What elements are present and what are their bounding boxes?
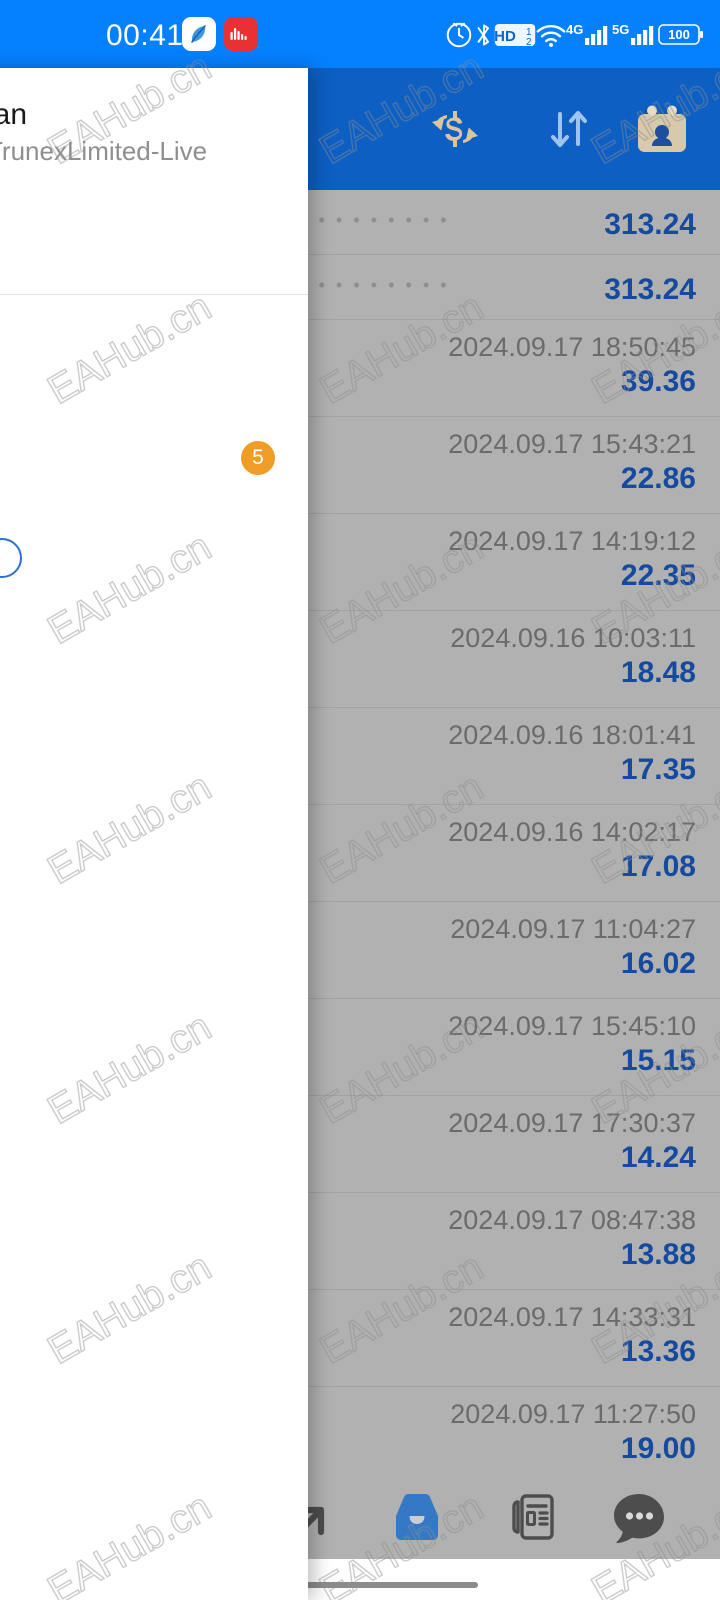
svg-text:5G: 5G xyxy=(612,22,629,37)
svg-text:100: 100 xyxy=(668,27,690,42)
svg-text:2: 2 xyxy=(526,37,532,48)
svg-text:4G: 4G xyxy=(566,22,583,37)
svg-text:HD: HD xyxy=(494,28,516,45)
